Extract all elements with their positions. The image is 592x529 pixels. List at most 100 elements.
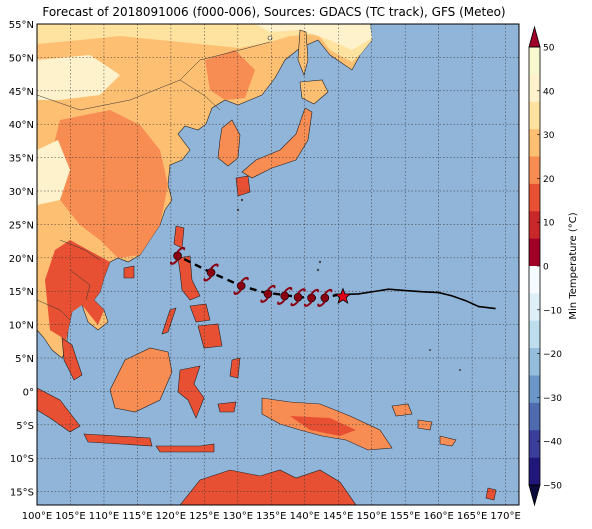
philippines-visayas <box>189 303 211 323</box>
new-guinea-highlands <box>290 416 356 436</box>
lat-tick-label: 5°N <box>15 354 34 365</box>
colorbar-tick-label: −20 <box>543 350 562 360</box>
lat-tick-label: 10°N <box>9 321 34 332</box>
lat-tick-label: 45°N <box>9 87 34 98</box>
lesser-sunda <box>155 443 215 453</box>
colorbar-segment <box>529 402 540 431</box>
lon-tick-label: 160°E <box>423 511 453 522</box>
colorbar-tick-label: 20 <box>543 175 555 185</box>
latitude-tick-labels: 55°N 50°N 45°N 40°N 35°N 30°N 25°N 20°N 15°N 10°N… <box>9 20 34 499</box>
country-borders <box>37 41 271 321</box>
lon-tick-label: 110°E <box>89 511 119 522</box>
sumatra <box>37 387 81 433</box>
typhoon-symbol-icon <box>303 288 320 307</box>
colorbar-segment <box>529 320 540 349</box>
map-frame <box>36 23 520 506</box>
lon-tick-label: 150°E <box>357 511 387 522</box>
landmasses <box>37 24 497 505</box>
taiwan <box>173 225 185 249</box>
lat-tick-label: 0° <box>23 387 34 398</box>
typhoon-symbol-icon <box>233 276 249 295</box>
colorbar-max-extend <box>528 25 541 48</box>
philippines-luzon <box>177 255 201 301</box>
bismarck-islands <box>391 403 457 447</box>
colorbar-segment <box>529 348 540 376</box>
longitude-tick-labels: 100°E 105°E 110°E 115°E 120°E 125°E 130°E 135°E… <box>22 511 521 522</box>
lat-tick-label: 55°N <box>9 20 34 31</box>
colorbar-tick-label: 30 <box>543 131 555 141</box>
colorbar-segment <box>529 129 540 157</box>
lon-tick-label: 130°E <box>223 511 253 522</box>
lat-tick-label: 35°N <box>9 154 34 165</box>
northern-australia <box>179 469 357 505</box>
colorbar-segment <box>529 430 540 458</box>
colorbar-segment <box>529 74 540 103</box>
tropical-cyclone-track <box>169 246 496 310</box>
lon-tick-label: 135°E <box>256 511 286 522</box>
colorbar-tick-label: −40 <box>543 438 562 448</box>
sulawesi <box>177 365 205 419</box>
lat-tick-label: 15°N <box>9 287 34 298</box>
colorbar-segment <box>529 101 540 130</box>
typhoon-symbol-icon <box>277 286 293 305</box>
lat-tick-label: 30°N <box>9 187 34 198</box>
colorbar-segment <box>529 266 540 294</box>
lat-tick-label: 50°N <box>9 53 34 64</box>
typhoon-symbol-icon <box>260 284 276 303</box>
forecast-track-line <box>177 254 340 300</box>
lat-tick-label: 20°N <box>9 254 34 265</box>
lon-tick-label: 125°E <box>189 511 219 522</box>
colorbar-segment <box>529 238 540 267</box>
past-track-line <box>339 288 496 310</box>
colorbar-tick-label: 40 <box>543 87 555 97</box>
warm-patch-china <box>50 110 168 258</box>
typhoon-symbol-icon <box>169 246 186 265</box>
colorbar-segment <box>529 211 540 239</box>
typhoon-symbol-icon <box>203 263 219 282</box>
lat-tick-label: 40°N <box>9 120 34 131</box>
cool-patch-north-china <box>37 55 120 100</box>
colorbar-tick-label: −50 <box>543 482 562 492</box>
palawan <box>161 307 177 335</box>
lat-tick-label: 10°S <box>10 454 34 465</box>
colorbar-segment <box>529 457 540 486</box>
colorbar-tick-label: −30 <box>543 394 562 404</box>
java <box>83 433 153 447</box>
japan-honshu <box>241 107 313 179</box>
warm-patch-korea-manchuria <box>205 50 255 100</box>
colorbar-segment <box>529 375 540 404</box>
typhoon-symbol-icon <box>290 288 306 307</box>
lon-tick-label: 115°E <box>122 511 152 522</box>
hot-patch-southeast-asia <box>45 240 110 340</box>
colorbar-segment <box>529 183 540 212</box>
colorbar-label: Min Temperature (°C) <box>568 212 579 319</box>
map-title: Forecast of 2018091006 (f000-006), Sourc… <box>42 5 506 19</box>
colorbar-tick-label: 10 <box>543 219 555 229</box>
typhoon-symbol-icon <box>317 288 333 307</box>
lon-tick-label: 165°E <box>457 511 487 522</box>
colorbar: 50 40 30 20 10 0 −10 −20 −30 −40 −50 <box>528 25 562 507</box>
philippines-mindanao <box>197 323 223 349</box>
lon-tick-label: 100°E <box>22 511 52 522</box>
colorbar-segment <box>529 293 540 322</box>
lat-tick-label: 15°S <box>10 488 34 499</box>
colorbar-tick-label: 50 <box>543 44 555 54</box>
japan-hokkaido <box>299 79 329 105</box>
lon-tick-label: 155°E <box>390 511 420 522</box>
japan-kyushu <box>235 175 251 197</box>
hainan <box>123 265 135 279</box>
lat-tick-label: 25°N <box>9 220 34 231</box>
small-islands-southeast <box>485 487 497 501</box>
lon-tick-label: 120°E <box>156 511 186 522</box>
korea <box>217 119 241 167</box>
borneo <box>109 347 173 413</box>
lon-tick-label: 105°E <box>55 511 85 522</box>
colorbar-segment <box>529 156 540 185</box>
current-position-star-icon <box>334 287 352 304</box>
colorbar-min-extend <box>528 484 541 507</box>
lon-tick-label: 170°E <box>490 511 520 522</box>
colorbar-segment <box>529 47 540 75</box>
lon-tick-label: 145°E <box>323 511 353 522</box>
lat-tick-label: 5°S <box>16 421 34 432</box>
